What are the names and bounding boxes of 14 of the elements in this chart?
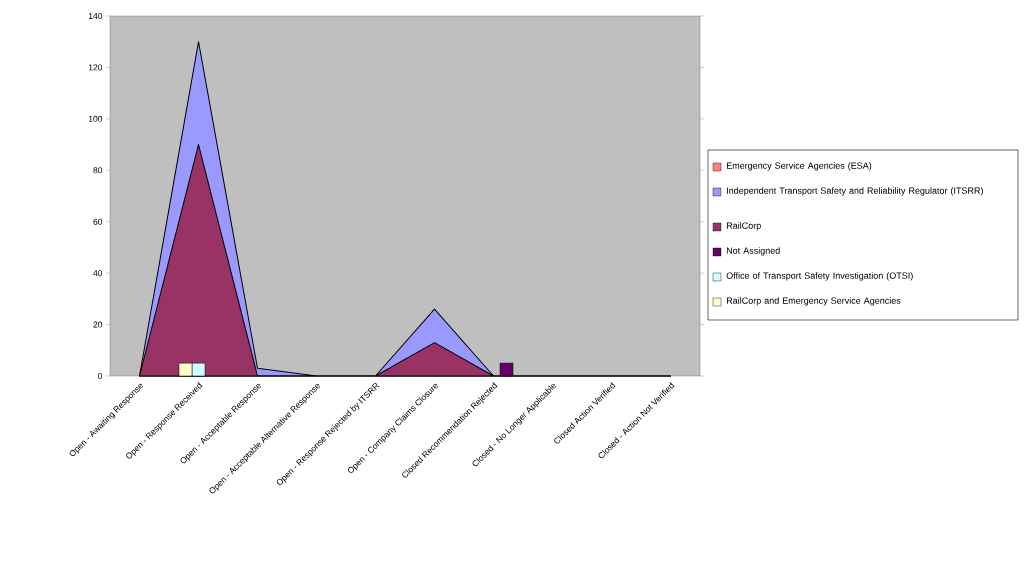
legend-label: Independent Transport Safety and Reliability Regulator (ITSRR) — [727, 187, 983, 196]
legend-label: Emergency Service Agencies (ESA) — [726, 162, 872, 171]
y-tick-label: 0 — [98, 373, 103, 379]
y-tick-label: 120 — [88, 64, 103, 71]
legend-label: RailCorp — [726, 222, 761, 231]
legend-label: Not Assigned — [726, 247, 780, 256]
y-tick-label: 100 — [88, 115, 103, 122]
y-tick-label: 60 — [93, 218, 103, 225]
y-tick-label: 80 — [93, 167, 103, 174]
legend-label: RailCorp and Emergency Service Agencies — [726, 297, 901, 306]
legend-label: Office of Transport Safety Investigation (OTSI) — [726, 272, 913, 281]
y-tick-label: 40 — [93, 270, 103, 277]
y-tick-label: 140 — [88, 12, 103, 19]
y-tick-label: 20 — [93, 321, 103, 328]
